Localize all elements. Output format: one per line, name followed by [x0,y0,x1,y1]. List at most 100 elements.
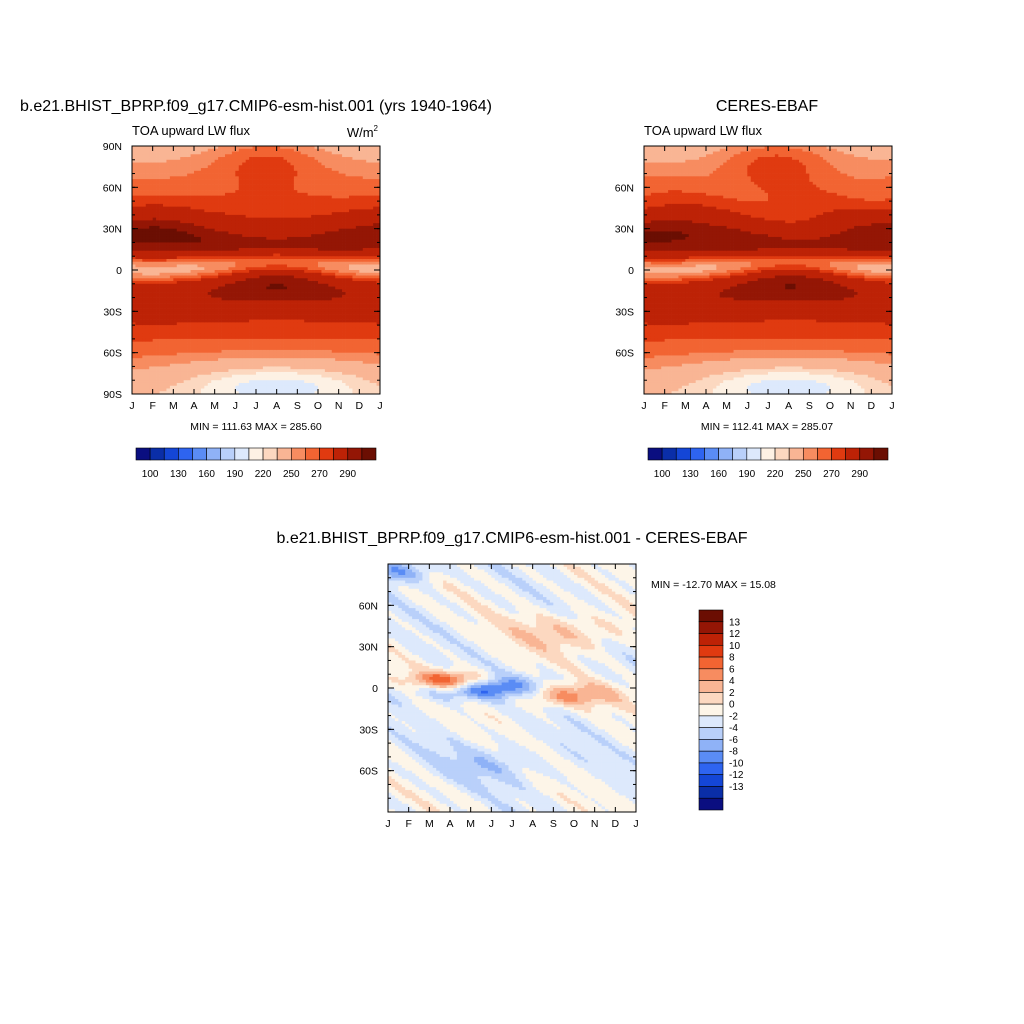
panel1-cell [218,300,222,304]
panel1-cell [197,275,202,279]
panel1-cell [190,159,195,163]
panel1-cell [318,382,322,387]
panel1-cell [311,366,315,370]
panel1-cell [256,258,260,263]
panel1-cell [156,305,160,309]
panel1-cell [214,305,219,309]
panel1-cell [211,258,216,263]
panel1-cell [176,181,181,185]
panel1-cell [252,292,257,296]
panel1-cell [293,258,298,263]
panel1-cell [283,190,288,194]
panel1-cell [287,349,291,354]
panel1-cell [166,198,171,202]
panel1-cell [190,352,195,356]
panel1-cell [138,247,143,252]
panel1-cell [283,173,288,177]
panel1-cell [287,322,291,326]
panel1-cell [190,206,195,210]
panel1-cell [197,391,202,395]
panel1-cell [183,203,188,207]
panel1-cell [262,242,267,246]
panel1-cell [204,165,209,169]
panel1-cell [249,151,253,155]
panel1-cell [194,253,198,257]
panel1-cell [135,325,140,329]
panel1-cell [266,250,271,254]
panel1-cell [138,347,143,351]
panel1-cell [135,195,140,199]
panel1-cell [280,256,284,260]
panel1-cell [169,162,174,166]
panel1-cell [300,179,305,183]
panel1-cell [176,305,181,309]
panel1-cell [187,168,191,172]
panel1-cell [180,333,185,337]
panel1-cell [304,190,309,194]
panel1-cell [149,212,154,216]
panel1-cell [242,209,247,213]
panel1-cell [249,283,253,287]
panel1-cell [197,305,202,309]
panel1-cell [280,253,284,257]
panel1-cell [297,223,302,227]
panel1-cell [242,190,247,194]
panel1-cell [283,377,288,381]
panel1-cell [145,366,150,370]
panel1-cell [132,330,136,334]
panel1-cell [156,176,160,180]
panel1-cell [204,234,209,238]
panel1-cell [225,336,229,340]
panel1-cell [252,341,257,345]
panel1-cell [297,267,302,271]
panel1-cell [221,148,226,152]
panel1-cell [214,275,219,279]
panel1-cell [245,228,250,232]
panel1-cell [252,151,257,155]
panel1-cell [242,281,247,285]
panel1-cell [145,206,150,210]
panel1-cell [166,162,171,166]
panel1-cell [156,187,160,191]
panel1-cell [194,349,198,354]
panel1-cell [262,344,267,348]
panel1-cell [293,283,298,287]
panel1-cell [156,256,160,260]
panel1-cell [307,195,312,199]
panel1-cell [200,385,205,389]
panel1-cell [256,283,260,287]
panel1-cell [204,176,209,180]
panel1-cell [293,311,298,315]
panel1-cell [280,272,284,276]
panel1-cell [152,347,157,351]
panel1-cell [228,159,233,163]
panel1-cell [163,264,167,268]
panel1-cell [269,190,274,194]
panel1-cell [180,159,185,163]
panel1-cell [228,201,233,205]
panel1-cell [159,159,164,163]
panel1-cell [262,314,267,318]
panel1-cell [256,261,260,265]
panel1-cell [176,162,181,166]
panel1-cell [318,300,322,304]
panel1-cell [252,308,257,312]
panel1-cell [225,223,229,227]
panel1-cell [163,292,167,296]
panel1-cell [211,371,216,376]
panel1-cell [252,300,257,304]
panel1-cell [304,201,309,205]
panel1-cell [142,195,147,199]
panel1-cell [176,192,181,196]
panel1-cell [228,391,233,395]
panel1-cell [273,225,278,230]
panel1-cell [266,146,271,150]
panel1-cell [252,223,257,227]
panel1-cell [214,311,219,315]
panel1-cell [159,148,164,152]
panel1-cell [300,165,305,169]
panel1-cell [256,308,260,312]
panel1-cell [262,234,267,238]
panel1-cell [307,148,312,152]
panel1-cell [142,162,147,166]
